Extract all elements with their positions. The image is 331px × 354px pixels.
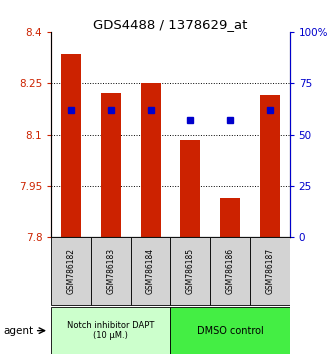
- Bar: [180, 139, 200, 237]
- Text: agent: agent: [3, 326, 33, 336]
- Text: Notch inhibitor DAPT
(10 μM.): Notch inhibitor DAPT (10 μM.): [67, 321, 155, 340]
- Bar: [101, 93, 121, 237]
- Text: GSM786186: GSM786186: [225, 248, 235, 294]
- Bar: [51, 237, 91, 305]
- Bar: [260, 95, 280, 237]
- Bar: [51, 307, 170, 354]
- Text: GSM786183: GSM786183: [106, 248, 116, 294]
- Bar: [210, 237, 250, 305]
- Text: GSM786187: GSM786187: [265, 248, 274, 294]
- Bar: [250, 237, 290, 305]
- Text: GSM786185: GSM786185: [186, 248, 195, 294]
- Bar: [131, 237, 170, 305]
- Title: GDS4488 / 1378629_at: GDS4488 / 1378629_at: [93, 18, 248, 31]
- Text: DMSO control: DMSO control: [197, 326, 263, 336]
- Text: GSM786182: GSM786182: [67, 248, 76, 294]
- Bar: [170, 237, 210, 305]
- Bar: [61, 54, 81, 237]
- Bar: [91, 237, 131, 305]
- Bar: [141, 83, 161, 237]
- Bar: [220, 198, 240, 237]
- Text: GSM786184: GSM786184: [146, 248, 155, 294]
- Bar: [170, 307, 290, 354]
